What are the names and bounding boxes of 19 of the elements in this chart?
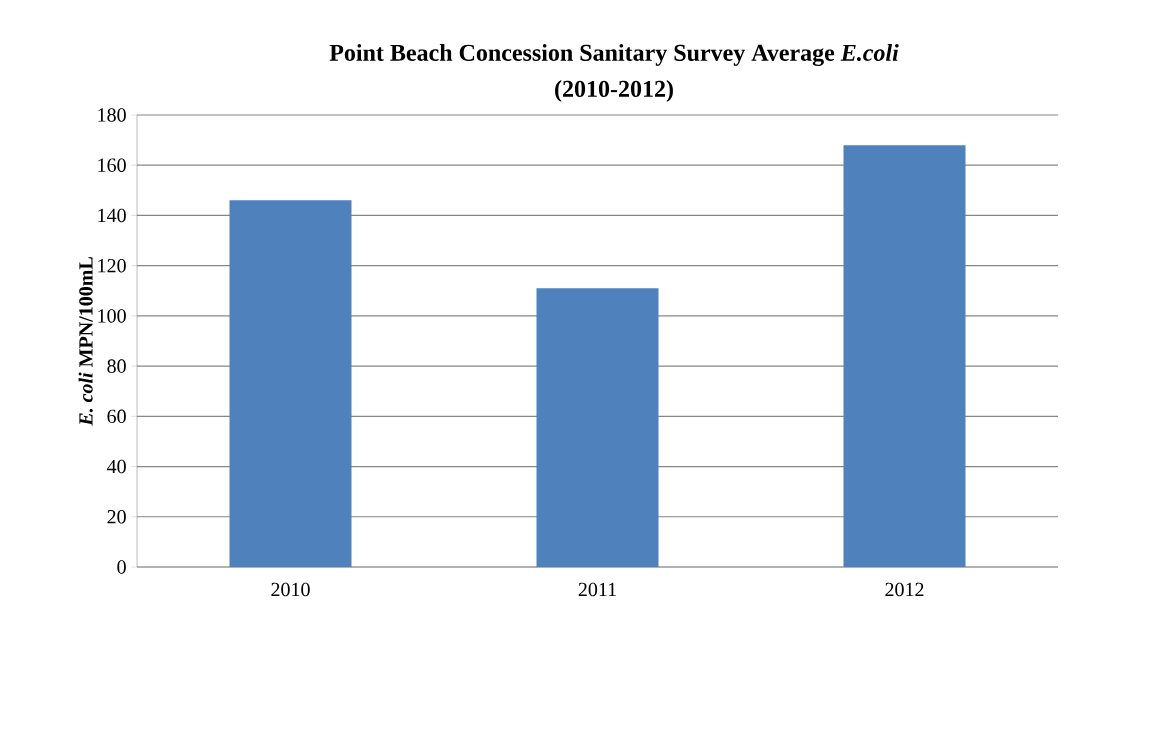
y-tick-label: 20 [107, 510, 126, 524]
x-tick-label: 2011 [578, 582, 616, 597]
chart-subtitle: (2010-2012) [555, 80, 673, 102]
y-tick-label: 140 [98, 208, 126, 223]
y-tick-label: 180 [98, 108, 126, 122]
y-tick-label: 0 [117, 560, 126, 574]
chart-title: Point Beach Concession Sanitary Survey Average E.coli [329, 44, 899, 66]
bar [536, 288, 659, 567]
bar [843, 145, 966, 567]
y-tick-label: 40 [107, 459, 126, 474]
y-tick-label: 120 [98, 258, 126, 273]
x-tick-label: 2012 [885, 582, 924, 597]
x-tick-label: 2010 [271, 582, 310, 597]
bar [229, 200, 352, 567]
y-tick-label: 60 [107, 409, 126, 424]
y-tick-label: 160 [98, 158, 126, 172]
y-axis-title: E. coli MPN/100mL [78, 257, 93, 426]
y-tick-label: 100 [98, 309, 126, 323]
y-tick-label: 80 [107, 359, 126, 373]
